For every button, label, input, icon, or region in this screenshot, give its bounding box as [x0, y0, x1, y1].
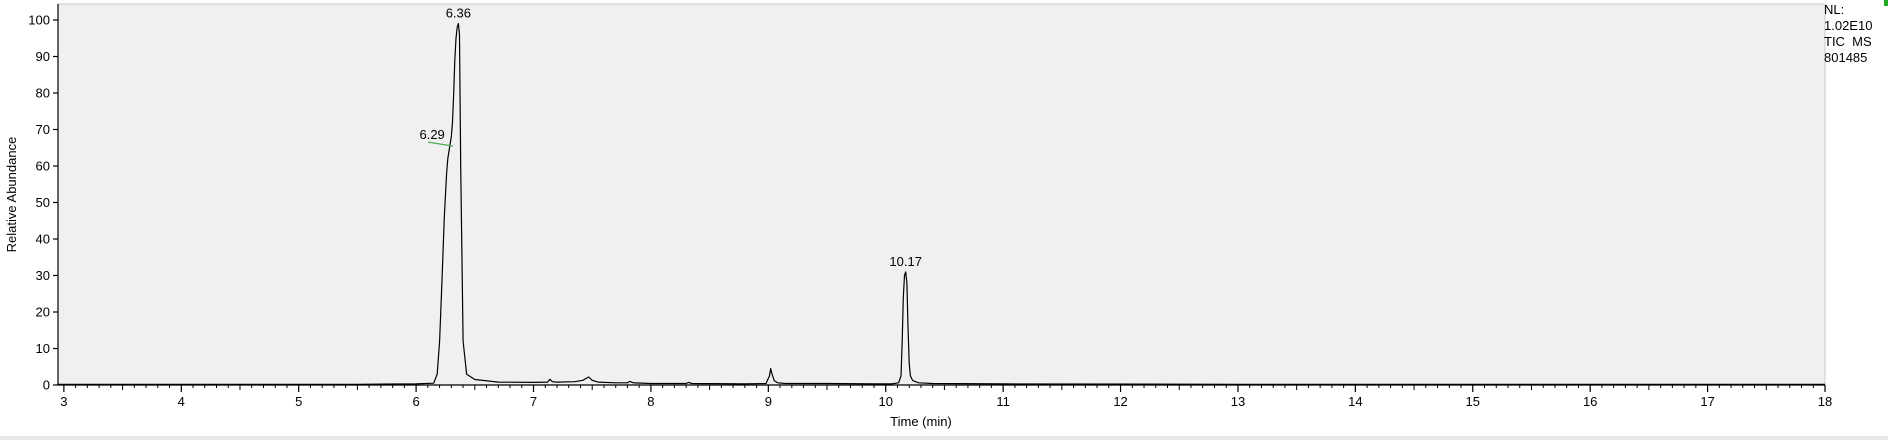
y-tick-label: 100 — [28, 13, 50, 28]
y-tick-label: 80 — [36, 86, 50, 101]
nl-value: 1.02E10 — [1824, 18, 1873, 33]
peak-label: 6.29 — [419, 127, 444, 142]
x-tick-label: 11 — [996, 394, 1010, 409]
x-tick-label: 5 — [295, 394, 302, 409]
y-tick-label: 40 — [36, 232, 50, 247]
y-tick-label: 0 — [43, 378, 50, 393]
y-tick-label: 20 — [36, 305, 50, 320]
peak-annotations: 6.36 6.29 10.17 — [419, 6, 921, 269]
tic-trace — [58, 23, 1825, 385]
plot-area — [57, 3, 1826, 386]
y-tick-label: 60 — [36, 159, 50, 174]
x-tick-label: 3 — [60, 394, 67, 409]
corner-marker — [1884, 0, 1888, 6]
x-tick-label: 7 — [530, 394, 537, 409]
bottom-scroll-strip — [0, 436, 1888, 440]
y-tick-label: 50 — [36, 195, 50, 210]
x-tick-label: 14 — [1348, 394, 1362, 409]
x-tick-label: 6 — [412, 394, 419, 409]
x-axis-label: Time (min) — [890, 414, 952, 429]
x-tick-label: 8 — [647, 394, 654, 409]
x-tick-label: 13 — [1231, 394, 1245, 409]
y-axis-tick-labels: 0 10 20 30 40 50 60 70 80 90 100 — [28, 13, 50, 393]
y-axis-label: Relative Abundance — [4, 137, 19, 253]
info-panel: NL: 1.02E10 TIC MS 801485 — [1824, 2, 1872, 66]
x-major-ticks — [63, 385, 1826, 392]
y-tick-label: 70 — [36, 122, 50, 137]
nl-label: NL: — [1824, 2, 1845, 17]
x-tick-label: 15 — [1466, 394, 1480, 409]
x-tick-label: 16 — [1583, 394, 1597, 409]
y-tick-label: 30 — [36, 268, 50, 283]
peak-marker — [428, 141, 454, 147]
y-tick-label: 90 — [36, 49, 50, 64]
x-tick-label: 10 — [878, 394, 892, 409]
x-tick-label: 17 — [1700, 394, 1714, 409]
scan-filter: TIC MS — [1824, 34, 1872, 49]
x-tick-label: 12 — [1113, 394, 1127, 409]
x-axis-tick-labels: 3 4 5 6 7 8 9 10 11 12 13 14 15 16 17 18 — [60, 394, 1832, 409]
file-id: 801485 — [1824, 50, 1868, 65]
y-tick-label: 10 — [36, 341, 50, 356]
x-minor-ticks — [75, 385, 1814, 390]
x-tick-label: 4 — [178, 394, 185, 409]
x-tick-label: 18 — [1818, 394, 1832, 409]
peak-label: 6.36 — [446, 6, 471, 21]
y-axis-ticks — [53, 19, 58, 386]
peak-label: 10.17 — [889, 254, 922, 269]
x-tick-label: 9 — [765, 394, 772, 409]
